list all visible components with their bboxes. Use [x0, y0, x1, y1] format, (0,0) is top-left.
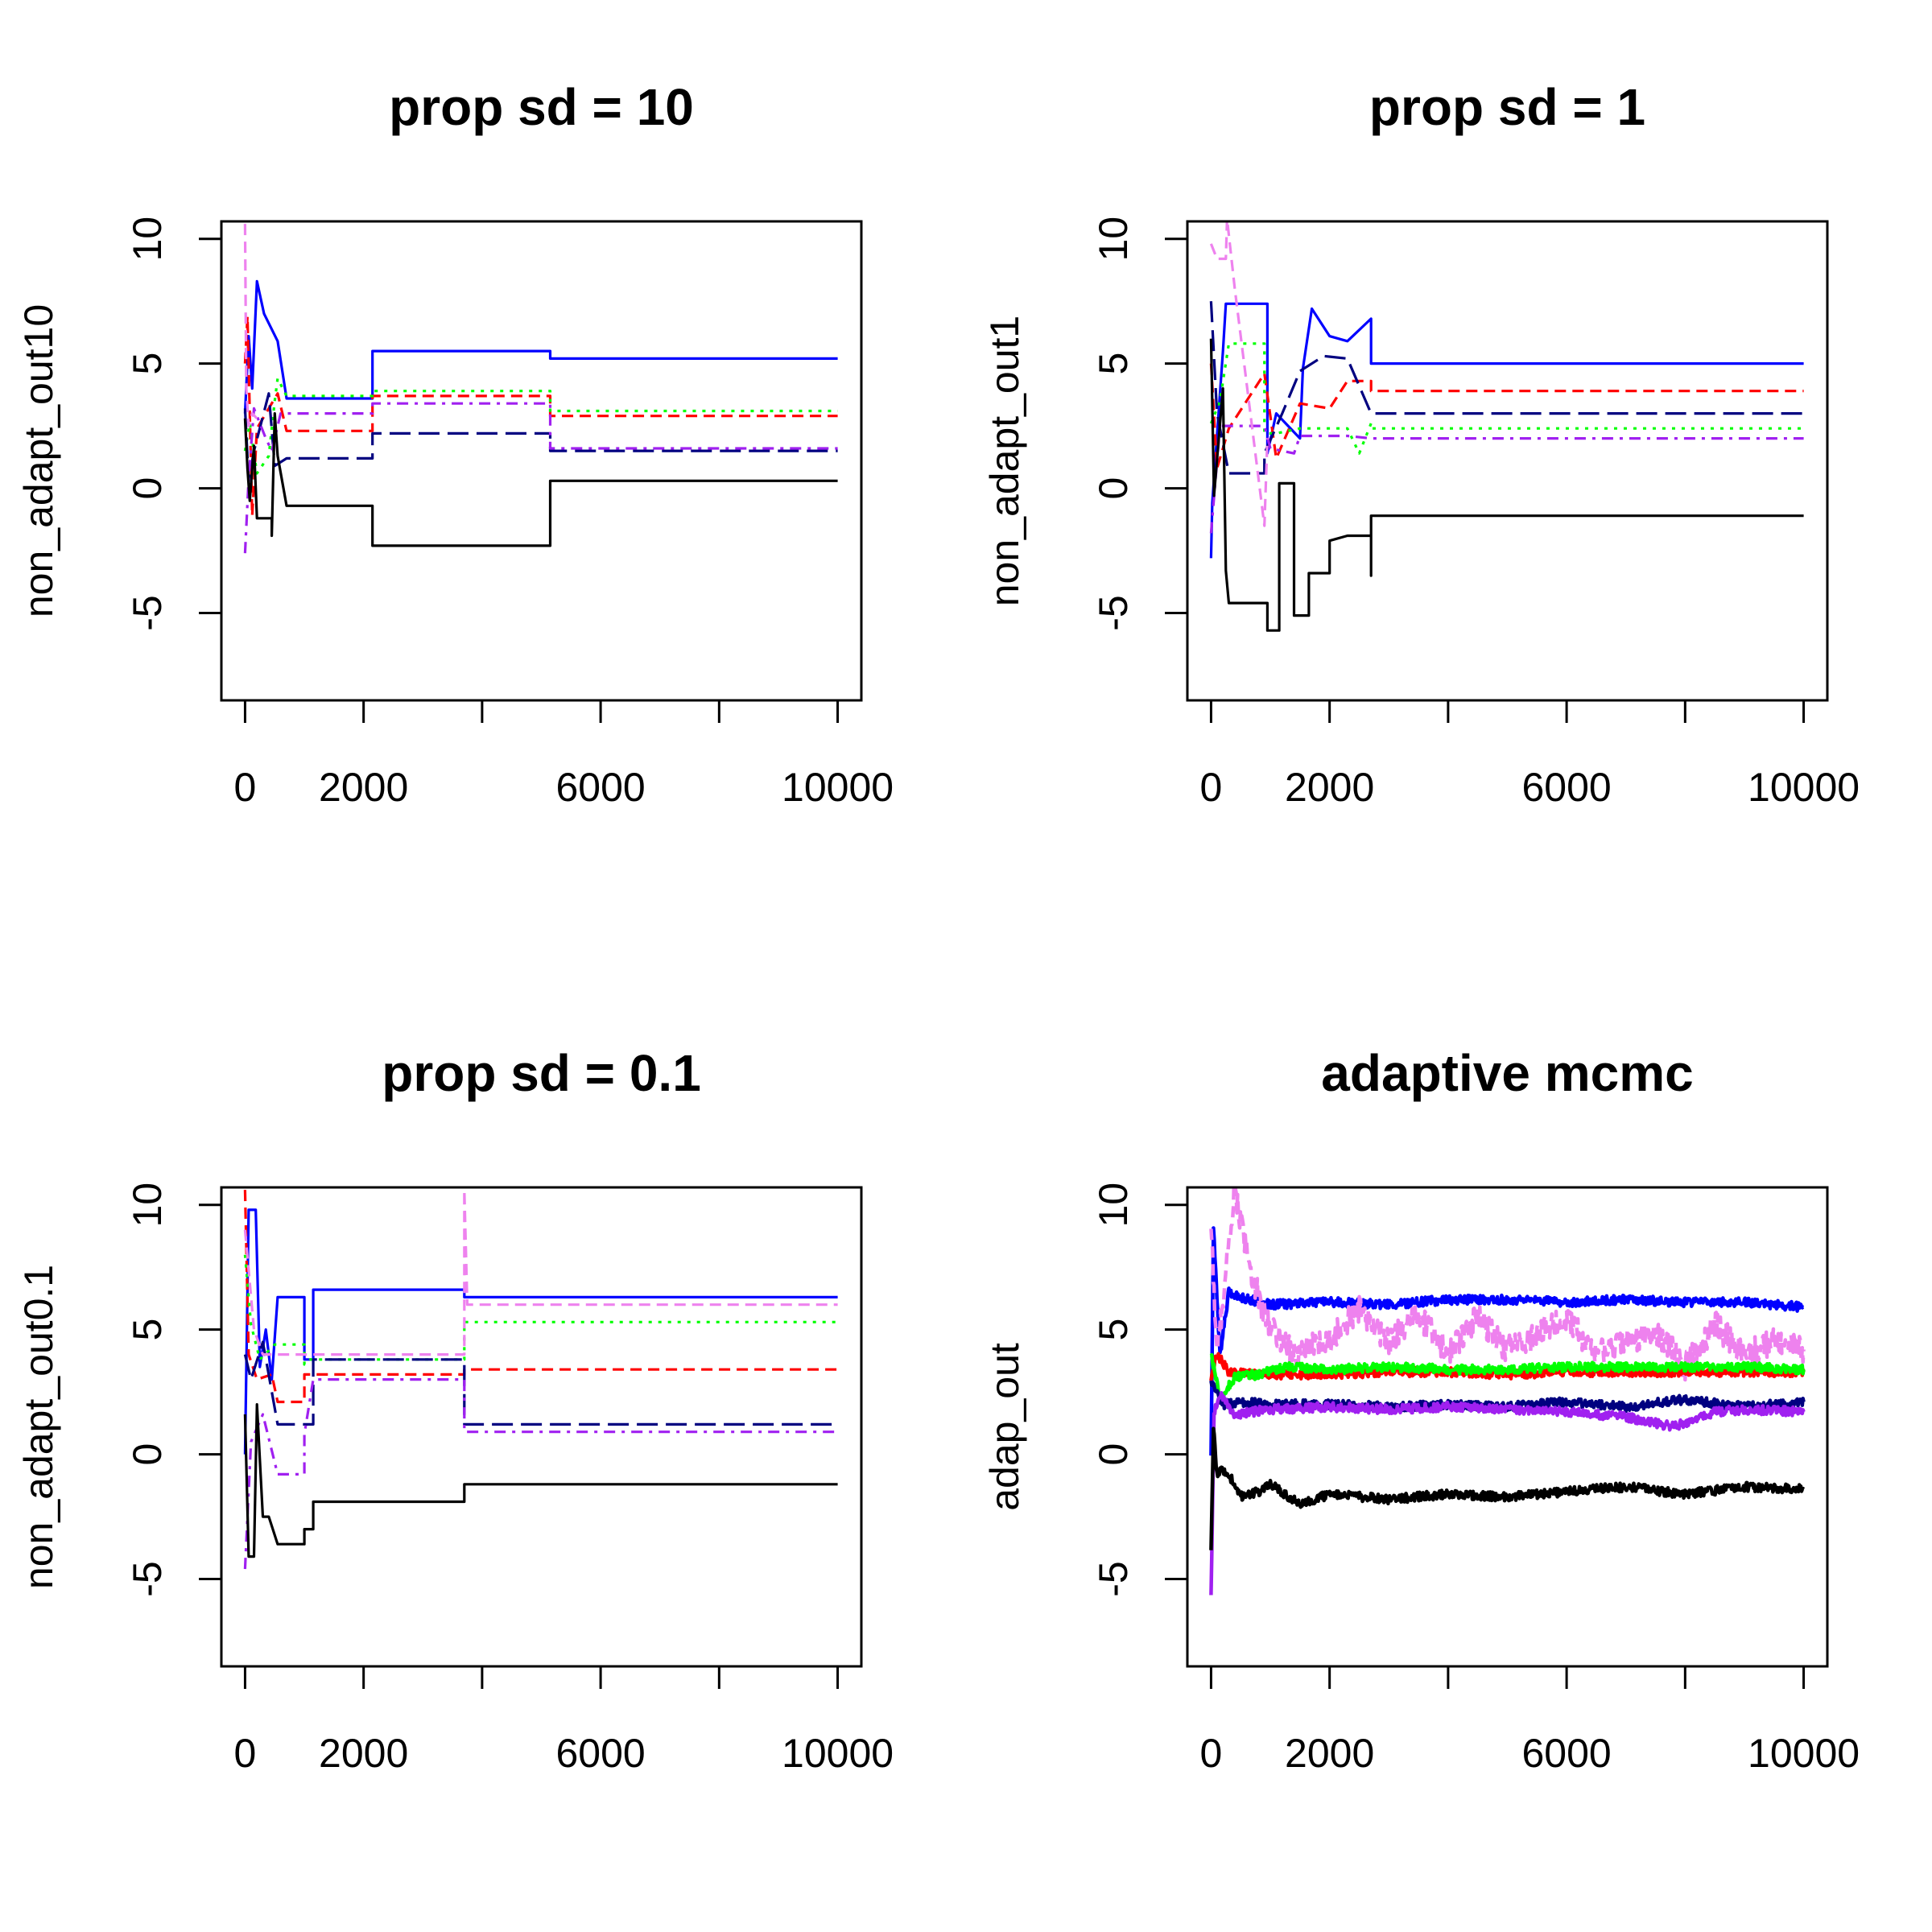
x-tick-label: 10000 — [782, 1731, 894, 1776]
series-line-1 — [243, 315, 838, 518]
y-axis-label: non_adapt_out1 — [982, 316, 1027, 606]
y-tick-label: 5 — [1091, 353, 1136, 375]
series-line-0 — [1209, 1226, 1805, 1456]
x-tick-label: 0 — [234, 1731, 257, 1776]
y-tick-label: 5 — [1091, 1319, 1136, 1341]
x-tick-label: 2000 — [319, 765, 408, 810]
y-tick-label: 10 — [1091, 1183, 1136, 1228]
series-line-1 — [1209, 1187, 1806, 1382]
series-line-5 — [1209, 221, 1269, 527]
panel-title: prop sd = 10 — [389, 78, 694, 136]
series-line-0 — [243, 1208, 838, 1455]
series-line-3 — [1209, 1352, 1806, 1401]
series-line-6 — [243, 412, 838, 547]
y-tick-label: 0 — [1091, 477, 1136, 500]
x-tick-label: 2000 — [1285, 1731, 1374, 1776]
y-tick-label: -5 — [1091, 595, 1136, 630]
y-tick-label: 0 — [1091, 1443, 1136, 1466]
y-tick-label: 0 — [125, 1443, 170, 1466]
panel-title: adaptive mcmc — [1321, 1044, 1693, 1102]
y-tick-label: -5 — [125, 1561, 170, 1596]
series-line-5 — [243, 224, 258, 427]
y-tick-label: 10 — [125, 1183, 170, 1228]
x-tick-label: 2000 — [319, 1731, 408, 1776]
series-group — [1209, 221, 1804, 632]
y-tick-label: 0 — [125, 477, 170, 500]
series-line-5 — [243, 1188, 838, 1356]
series-line-2 — [243, 1254, 838, 1366]
series-line-6 — [1209, 338, 1804, 632]
series-line-4 — [243, 1378, 838, 1570]
y-tick-label: -5 — [125, 595, 170, 630]
x-tick-label: 10000 — [782, 765, 894, 810]
y-tick-label: 5 — [125, 1319, 170, 1341]
panel-bottom-left: prop sd = 0.1 non_adapt_out0.1 0 2000 6000… — [16, 1044, 894, 1776]
series-group — [243, 224, 838, 554]
x-tick-label: 6000 — [555, 1731, 645, 1776]
y-tick-label: 5 — [125, 353, 170, 375]
series-group — [243, 1188, 838, 1570]
series-line-3 — [243, 392, 838, 482]
series-line-3 — [243, 1340, 838, 1426]
series-line-4 — [243, 402, 838, 554]
panel-top-right: prop sd = 1 non_adapt_out1 0 2000 6000 1000… — [982, 78, 1860, 810]
x-tick-label: 6000 — [1521, 1731, 1611, 1776]
plot-frame — [1186, 1186, 1829, 1668]
y-tick-label: 10 — [1091, 217, 1136, 262]
series-line-3 — [1209, 301, 1804, 475]
panel-title: prop sd = 1 — [1369, 78, 1645, 136]
x-tick-label: 2000 — [1285, 765, 1374, 810]
y-axis-label: non_adapt_out10 — [16, 304, 61, 617]
series-line-6 — [1209, 1426, 1806, 1550]
x-tick-label: 0 — [234, 765, 257, 810]
series-line-6 — [243, 1403, 838, 1558]
x-tick-label: 0 — [1200, 1731, 1223, 1776]
y-tick-label: 10 — [125, 217, 170, 262]
plot-frame — [1186, 220, 1829, 702]
y-axis-label: adap_out — [982, 1343, 1027, 1511]
panel-top-left: prop sd = 10 non_adapt_out10 0 2000 6000 10… — [16, 78, 894, 810]
x-tick-label: 6000 — [555, 765, 645, 810]
plot-frame — [220, 220, 863, 702]
plot-frame — [220, 1186, 863, 1668]
series-group — [1209, 1187, 1806, 1596]
series-line-0 — [243, 279, 838, 414]
y-axis-label: non_adapt_out0.1 — [16, 1265, 61, 1589]
series-line-0 — [1209, 302, 1804, 559]
series-line-5 — [1209, 1390, 1806, 1596]
panel-title: prop sd = 0.1 — [382, 1044, 701, 1102]
y-tick-label: -5 — [1091, 1561, 1136, 1596]
x-tick-label: 0 — [1200, 765, 1223, 810]
x-tick-label: 6000 — [1521, 765, 1611, 810]
x-tick-label: 10000 — [1748, 765, 1860, 810]
series-line-2 — [1209, 342, 1804, 455]
panel-bottom-right: adaptive mcmc adap_out 0 2000 6000 10000 -5 0… — [982, 1044, 1860, 1776]
series-line-4 — [1209, 424, 1804, 534]
x-tick-label: 10000 — [1748, 1731, 1860, 1776]
